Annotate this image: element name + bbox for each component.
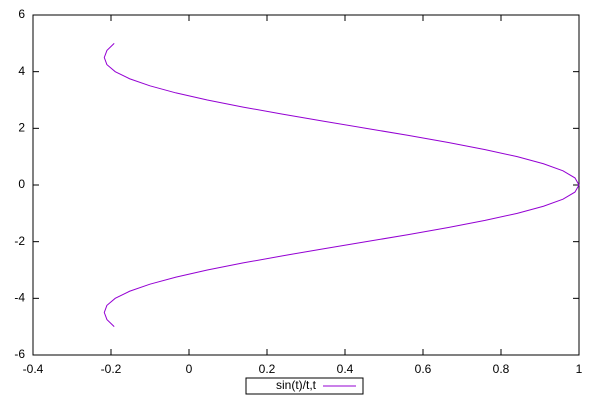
y-tick-label: -4 [14,291,25,305]
x-tick-label: 0.8 [493,362,510,376]
y-tick-label: 0 [18,177,25,191]
plot-frame [32,14,580,356]
y-tick-label: 2 [18,121,25,135]
legend-label: sin(t)/t,t [276,378,317,392]
y-tick-label: 4 [18,64,25,78]
y-tick-label: 6 [18,7,25,21]
x-tick-label: 0.6 [415,362,432,376]
x-tick-label: 1 [576,362,583,376]
data-line [103,42,580,328]
y-tick-label: -2 [14,234,25,248]
x-tick-label: 0 [186,362,193,376]
y-tick-label: -6 [14,347,25,361]
legend-box [245,377,364,395]
x-tick-label: 0.2 [259,362,276,376]
x-tick-label: -0.2 [101,362,122,376]
x-tick-label: 0.4 [337,362,354,376]
x-tick-label: -0.4 [23,362,44,376]
